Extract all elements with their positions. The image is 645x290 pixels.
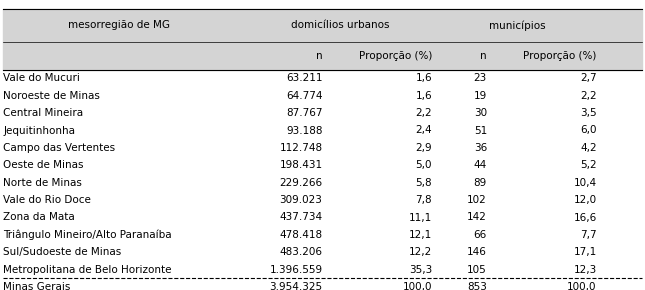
Text: 483.206: 483.206 (279, 247, 322, 257)
Text: 7,8: 7,8 (415, 195, 432, 205)
Text: 1,6: 1,6 (415, 91, 432, 101)
Text: 51: 51 (473, 126, 487, 135)
Text: 309.023: 309.023 (280, 195, 322, 205)
Text: 146: 146 (467, 247, 487, 257)
Text: Noroeste de Minas: Noroeste de Minas (3, 91, 100, 101)
Text: 6,0: 6,0 (580, 126, 597, 135)
Text: Oeste de Minas: Oeste de Minas (3, 160, 84, 170)
Text: 10,4: 10,4 (573, 178, 597, 188)
Text: 1.396.559: 1.396.559 (270, 265, 322, 275)
Text: 5,0: 5,0 (415, 160, 432, 170)
Text: 36: 36 (473, 143, 487, 153)
Text: 19: 19 (473, 91, 487, 101)
Text: Proporção (%): Proporção (%) (523, 51, 597, 61)
Text: 64.774: 64.774 (286, 91, 322, 101)
Text: 35,3: 35,3 (409, 265, 432, 275)
Text: 89: 89 (473, 178, 487, 188)
Text: 142: 142 (467, 213, 487, 222)
Text: 17,1: 17,1 (573, 247, 597, 257)
Text: 11,1: 11,1 (409, 213, 432, 222)
Text: 100,0: 100,0 (402, 282, 432, 290)
Text: 2,7: 2,7 (580, 73, 597, 83)
Text: 100,0: 100,0 (567, 282, 597, 290)
Bar (3, 42, 642, 70)
Text: Central Mineira: Central Mineira (3, 108, 83, 118)
Text: Norte de Minas: Norte de Minas (3, 178, 82, 188)
Text: 437.734: 437.734 (279, 213, 322, 222)
Text: 3,5: 3,5 (580, 108, 597, 118)
Text: 105: 105 (467, 265, 487, 275)
Text: Zona da Mata: Zona da Mata (3, 213, 75, 222)
Text: 93.188: 93.188 (286, 126, 322, 135)
Text: 66: 66 (473, 230, 487, 240)
Text: 102: 102 (467, 195, 487, 205)
Text: Proporção (%): Proporção (%) (359, 51, 432, 61)
Text: 12,3: 12,3 (573, 265, 597, 275)
Text: 2,9: 2,9 (415, 143, 432, 153)
Text: 44: 44 (473, 160, 487, 170)
Text: 112.748: 112.748 (279, 143, 322, 153)
Text: Vale do Mucuri: Vale do Mucuri (3, 73, 80, 83)
Text: 2,2: 2,2 (415, 108, 432, 118)
Text: 12,0: 12,0 (573, 195, 597, 205)
Text: mesorregião de MG: mesorregião de MG (68, 20, 170, 30)
Text: domicílios urbanos: domicílios urbanos (291, 20, 390, 30)
Text: 87.767: 87.767 (286, 108, 322, 118)
Text: Minas Gerais: Minas Gerais (3, 282, 70, 290)
Text: 30: 30 (474, 108, 487, 118)
Text: 5,8: 5,8 (415, 178, 432, 188)
Text: 2,2: 2,2 (580, 91, 597, 101)
Text: 229.266: 229.266 (279, 178, 322, 188)
Text: 478.418: 478.418 (279, 230, 322, 240)
Text: n: n (316, 51, 322, 61)
Text: 7,7: 7,7 (580, 230, 597, 240)
Text: Jequitinhonha: Jequitinhonha (3, 126, 75, 135)
Text: 1,6: 1,6 (415, 73, 432, 83)
Text: 16,6: 16,6 (573, 213, 597, 222)
Text: 23: 23 (473, 73, 487, 83)
Text: 3.954.325: 3.954.325 (270, 282, 322, 290)
Text: 12,2: 12,2 (409, 247, 432, 257)
Text: 12,1: 12,1 (409, 230, 432, 240)
Text: 4,2: 4,2 (580, 143, 597, 153)
Text: 853: 853 (467, 282, 487, 290)
Text: 2,4: 2,4 (415, 126, 432, 135)
Text: municípios: municípios (490, 20, 546, 31)
Text: 63.211: 63.211 (286, 73, 322, 83)
Text: Campo das Vertentes: Campo das Vertentes (3, 143, 115, 153)
Text: Vale do Rio Doce: Vale do Rio Doce (3, 195, 91, 205)
Text: Triângulo Mineiro/Alto Paranaíba: Triângulo Mineiro/Alto Paranaíba (3, 230, 172, 240)
Text: Sul/Sudoeste de Minas: Sul/Sudoeste de Minas (3, 247, 121, 257)
Text: n: n (481, 51, 487, 61)
Text: 5,2: 5,2 (580, 160, 597, 170)
Bar (3, 9, 642, 42)
Text: Metropolitana de Belo Horizonte: Metropolitana de Belo Horizonte (3, 265, 172, 275)
Text: 198.431: 198.431 (279, 160, 322, 170)
